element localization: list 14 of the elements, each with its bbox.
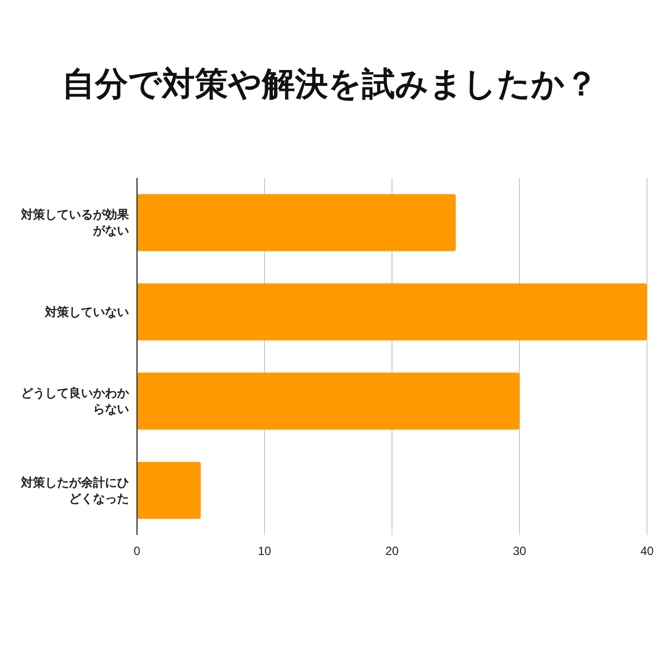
x-tick-label: 30 [512, 544, 526, 558]
chart-title: 自分で対策や解決を試みましたか？ [62, 65, 598, 102]
y-tick-label: 対策しているが効果がない [20, 208, 130, 238]
x-tick-label: 10 [258, 544, 272, 558]
bar [137, 194, 456, 252]
bar [137, 372, 520, 430]
x-tick-label: 0 [134, 544, 141, 558]
y-tick-label: 対策したが余計にひどくなった [20, 475, 129, 506]
bar [137, 283, 647, 340]
x-tick-label: 20 [385, 544, 399, 558]
bar [137, 462, 201, 519]
x-tick-label: 40 [640, 544, 654, 558]
y-tick-label: どうして良いかわからない [21, 386, 130, 416]
y-tick-label: 対策していない [44, 304, 129, 319]
